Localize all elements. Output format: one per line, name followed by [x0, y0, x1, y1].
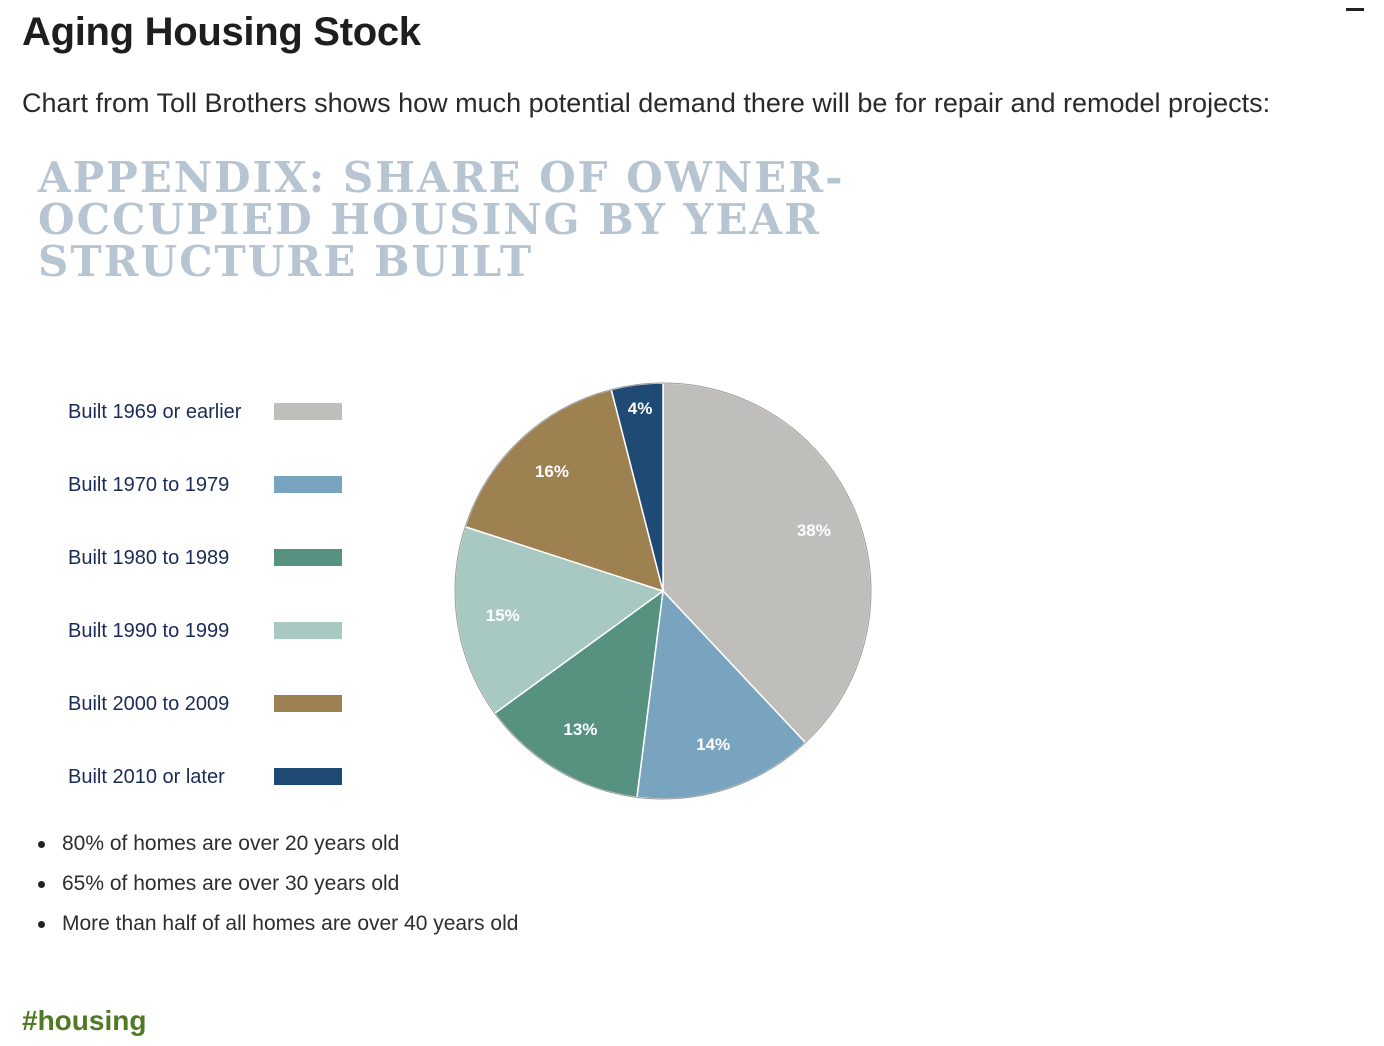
legend-swatch	[274, 695, 342, 712]
slice-label: 15%	[486, 606, 520, 625]
list-item: More than half of all homes are over 40 …	[36, 912, 518, 952]
legend-swatch	[274, 622, 342, 639]
legend-item: Built 1980 to 1989	[68, 543, 368, 616]
pie-chart: 38% 14% 13% 15% 16% 4%	[454, 382, 872, 800]
legend-item: Built 2010 or later	[68, 762, 368, 835]
legend-item: Built 1990 to 1999	[68, 616, 368, 689]
list-item: 80% of homes are over 20 years old	[36, 832, 518, 872]
slice-label: 14%	[696, 735, 730, 754]
legend-item: Built 1969 or earlier	[68, 397, 368, 470]
legend-label: Built 1980 to 1989	[68, 547, 230, 569]
chart-title-line: APPENDIX: SHARE OF OWNER-	[38, 153, 845, 202]
legend-item: Built 1970 to 1979	[68, 470, 368, 543]
chart-title-line: STRUCTURE BUILT	[38, 237, 534, 286]
hashtag-link[interactable]: #housing	[22, 1005, 147, 1036]
page-title: Aging Housing Stock	[22, 10, 421, 54]
minimize-icon[interactable]	[1344, 2, 1366, 16]
legend-swatch	[274, 768, 342, 785]
legend-label: Built 1970 to 1979	[68, 474, 230, 496]
slice-label: 38%	[797, 521, 831, 540]
chart-legend: Built 1969 or earlier Built 1970 to 1979…	[68, 397, 368, 835]
intro-text: Chart from Toll Brothers shows how much …	[22, 88, 1271, 118]
legend-label: Built 2000 to 2009	[68, 693, 230, 715]
legend-label: Built 1969 or earlier	[68, 401, 242, 423]
pie-outline	[454, 382, 872, 800]
chart-image: APPENDIX: SHARE OF OWNER- OCCUPIED HOUSI…	[30, 145, 880, 835]
slice-label: 16%	[535, 462, 569, 481]
bullet-list: 80% of homes are over 20 years old 65% o…	[36, 832, 518, 952]
legend-label: Built 1990 to 1999	[68, 620, 230, 642]
legend-label: Built 2010 or later	[68, 766, 225, 788]
legend-swatch	[274, 476, 342, 493]
slice-label: 13%	[563, 720, 597, 739]
list-item: 65% of homes are over 30 years old	[36, 872, 518, 912]
legend-swatch	[274, 549, 342, 566]
chart-title-line: OCCUPIED HOUSING BY YEAR	[38, 195, 821, 244]
chart-title: APPENDIX: SHARE OF OWNER- OCCUPIED HOUSI…	[38, 157, 878, 283]
legend-swatch	[274, 403, 342, 420]
legend-item: Built 2000 to 2009	[68, 689, 368, 762]
slice-label: 4%	[628, 399, 653, 418]
